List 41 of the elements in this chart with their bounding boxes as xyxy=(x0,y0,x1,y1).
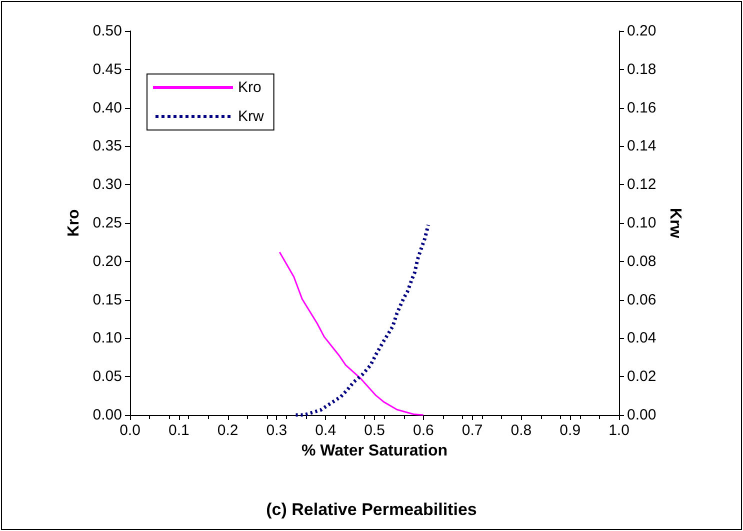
y2-tick-label: 0.10 xyxy=(627,214,656,232)
y-tick-label: 0.20 xyxy=(92,252,122,270)
y2-tick-label: 0.00 xyxy=(627,406,656,424)
x-tick-label: 0.9 xyxy=(560,422,581,439)
y2-tick-label: 0.02 xyxy=(627,368,656,386)
x-tick-label: 0.3 xyxy=(266,422,288,439)
y2-tick-label: 0.16 xyxy=(627,99,656,116)
x-tick-label: 0.6 xyxy=(412,422,434,439)
x-tick-label: 0.1 xyxy=(168,422,190,439)
y2-tick-label: 0.12 xyxy=(627,176,656,194)
y2-tick-label: 0.04 xyxy=(627,330,656,347)
y2-tick-label: 0.14 xyxy=(627,138,656,155)
y-tick-label: 0.40 xyxy=(92,99,122,116)
legend-label: Krw xyxy=(238,108,264,125)
y2-axis-title: Krw xyxy=(666,208,684,239)
x-axis-title: % Water Saturation xyxy=(301,442,448,460)
y-axis-title: Kro xyxy=(65,209,82,237)
x-tick-label: 0.0 xyxy=(120,422,140,439)
text: (c) Relative Permeabilities xyxy=(266,500,477,519)
y2-tick-label: 0.08 xyxy=(627,252,656,270)
x-tick-label: 0.7 xyxy=(462,422,483,439)
x-tick-label: 0.4 xyxy=(315,422,336,439)
x-tick-label: 0.5 xyxy=(364,422,385,439)
y-tick-label: 0.00 xyxy=(92,406,122,424)
y-tick-label: 0.15 xyxy=(92,291,122,308)
line-series xyxy=(278,251,424,416)
y2-tick-label: 0.20 xyxy=(627,22,656,40)
x-tick-label: 0.2 xyxy=(217,422,238,439)
y-tick-label: 0.05 xyxy=(92,368,122,386)
y-tick-label: 0.10 xyxy=(92,330,122,347)
y2-tick-label: 0.06 xyxy=(627,291,656,308)
y-tick-label: 0.50 xyxy=(92,22,122,40)
x-tick-label: 0.8 xyxy=(510,422,532,439)
x-tick-label: 1.0 xyxy=(608,422,630,439)
line-series xyxy=(294,223,430,417)
y-tick-label: 0.35 xyxy=(92,138,122,155)
y-tick-label: 0.45 xyxy=(92,60,122,78)
y2-tick-label: 0.18 xyxy=(627,60,656,78)
legend-label: Kro xyxy=(238,79,262,96)
y-tick-label: 0.30 xyxy=(92,176,122,194)
y-tick-label: 0.25 xyxy=(92,214,122,232)
